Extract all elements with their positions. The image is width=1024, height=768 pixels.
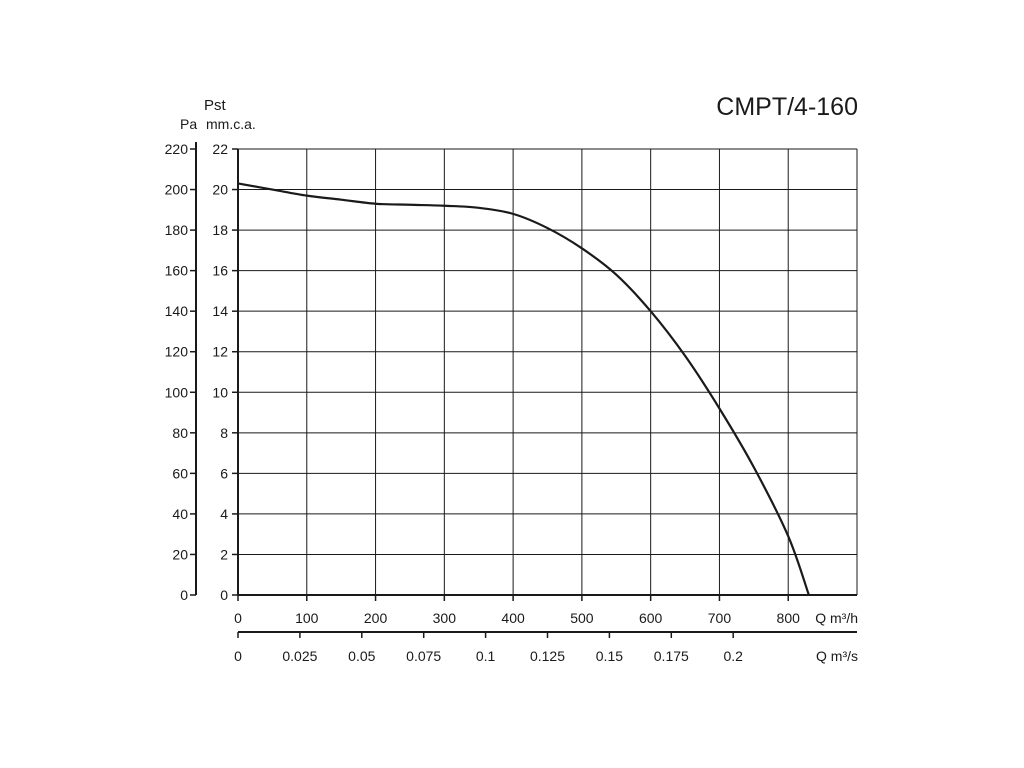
x-tick-label-m3s: 0 — [234, 648, 242, 664]
chart-series — [237, 182, 810, 596]
x-tick-label-m3h: 100 — [295, 610, 319, 626]
chart-ticks: 0204060801001201401601802002200246810121… — [165, 141, 800, 664]
y-unit-right-label: mm.c.a. — [206, 116, 256, 132]
x-tick-label-m3s: 0.125 — [530, 648, 565, 664]
y-tick-label-mmca: 10 — [212, 384, 228, 400]
x-tick-label-m3s: 0.15 — [596, 648, 623, 664]
y-tick-label-mmca: 18 — [212, 222, 228, 238]
x-tick-label-m3s: 0.075 — [406, 648, 441, 664]
x-tick-label-m3h: 400 — [501, 610, 525, 626]
x-tick-label-m3h: 500 — [570, 610, 594, 626]
y-tick-label-mmca: 2 — [220, 546, 228, 562]
y-tick-label-pa: 120 — [165, 344, 189, 360]
x-tick-label-m3h: 200 — [364, 610, 388, 626]
y-tick-label-pa: 100 — [165, 384, 189, 400]
y-tick-label-mmca: 22 — [212, 141, 228, 157]
chart-axes — [195, 142, 857, 633]
x-tick-label-m3s: 0.025 — [282, 648, 317, 664]
chart-title: CMPT/4-160 — [716, 93, 858, 121]
y-tick-label-pa: 60 — [172, 465, 188, 481]
y-tick-label-mmca: 0 — [220, 587, 228, 603]
y-tick-label-mmca: 4 — [220, 506, 228, 522]
y-tick-label-pa: 180 — [165, 222, 189, 238]
x-tick-label-m3s: 0.2 — [723, 648, 743, 664]
y-tick-label-pa: 200 — [165, 182, 189, 198]
chart-grid — [238, 148, 858, 595]
y-tick-label-mmca: 12 — [212, 344, 228, 360]
x-tick-label-m3h: 700 — [708, 610, 732, 626]
y-tick-label-mmca: 6 — [220, 465, 228, 481]
x-tick-label-m3h: 300 — [433, 610, 457, 626]
pressure-curve-line — [237, 182, 810, 596]
x-unit-top-label: Q m³/h — [815, 610, 858, 626]
x-tick-label-m3s: 0.05 — [348, 648, 375, 664]
y-tick-label-pa: 220 — [165, 141, 189, 157]
x-tick-label-m3s: 0.175 — [654, 648, 689, 664]
y-tick-label-pa: 0 — [180, 587, 188, 603]
x-tick-label-m3h: 0 — [234, 610, 242, 626]
y-tick-label-mmca: 14 — [212, 303, 228, 319]
y-tick-label-pa: 160 — [165, 263, 189, 279]
y-tick-label-mmca: 8 — [220, 425, 228, 441]
x-unit-bottom-label: Q m³/s — [816, 648, 858, 664]
x-tick-label-m3s: 0.1 — [476, 648, 496, 664]
y-tick-label-mmca: 16 — [212, 263, 228, 279]
y-unit-left-label: Pa — [180, 116, 197, 132]
y-tick-label-pa: 80 — [172, 425, 188, 441]
y-tick-label-pa: 40 — [172, 506, 188, 522]
y-tick-label-mmca: 20 — [212, 182, 228, 198]
y-quantity-label: Pst — [204, 97, 227, 114]
y-tick-label-pa: 20 — [172, 546, 188, 562]
x-tick-label-m3h: 600 — [639, 610, 663, 626]
x-tick-label-m3h: 800 — [777, 610, 801, 626]
y-tick-label-pa: 140 — [165, 303, 189, 319]
